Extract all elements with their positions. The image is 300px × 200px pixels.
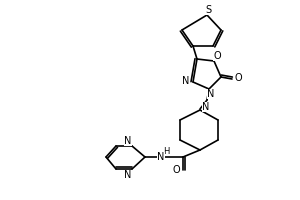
Text: N: N	[124, 170, 132, 180]
Text: O: O	[213, 51, 221, 61]
Text: S: S	[205, 5, 211, 15]
Text: N: N	[182, 76, 190, 86]
Text: O: O	[172, 165, 180, 175]
Text: N: N	[124, 136, 132, 146]
Text: N: N	[207, 89, 215, 99]
Text: H: H	[163, 146, 169, 156]
Text: N: N	[157, 152, 165, 162]
Text: O: O	[234, 73, 242, 83]
Text: N: N	[202, 102, 210, 112]
